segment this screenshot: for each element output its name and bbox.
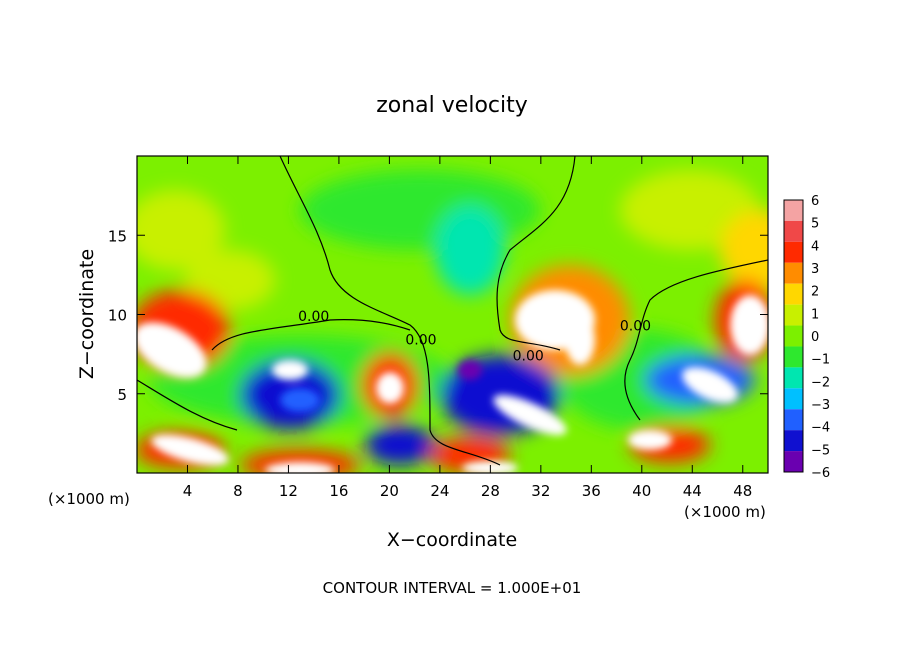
x-tick-label: 12	[279, 482, 298, 500]
colorbar-swatch	[784, 388, 803, 410]
colorbar-label: −5	[811, 443, 830, 458]
x-tick-label: 28	[481, 482, 500, 500]
contour-label: 0.00	[620, 318, 651, 334]
colorbar-swatch	[784, 220, 803, 242]
x-tick-label: 48	[733, 482, 752, 500]
contour-labels: 0.00 0.00 0.00 0.00	[298, 309, 651, 365]
colorbar-label: −4	[811, 421, 830, 436]
colorbar-swatch	[784, 451, 803, 472]
chart-title: zonal velocity	[376, 93, 528, 118]
y-tick-label: 10	[108, 307, 127, 325]
y-axis-label: Z−coordinate	[76, 249, 98, 379]
colorbar-label: 4	[811, 239, 819, 254]
colorbar: 6 5 4 3 2 1 0 −1 −2 −3 −4 −5 −6	[783, 194, 830, 481]
x-tick-label: 32	[531, 482, 550, 500]
x-tick-label: 16	[329, 482, 348, 500]
colorbar-swatch	[784, 262, 803, 284]
colorbar-label: −1	[811, 353, 830, 368]
colorbar-label: 3	[811, 262, 819, 277]
colorbar-swatch	[784, 367, 803, 389]
colorbar-swatch	[784, 325, 803, 347]
colorbar-swatch	[784, 409, 803, 431]
colorbar-swatch	[784, 304, 803, 326]
x-tick-label: 24	[430, 482, 449, 500]
colorbar-swatch	[784, 346, 803, 368]
colorbar-label: −3	[811, 398, 830, 413]
contour-interval-note: CONTOUR INTERVAL = 1.000E+01	[323, 579, 582, 597]
contour-label: 0.00	[405, 333, 436, 349]
colorbar-label: −6	[811, 466, 830, 481]
y-tick-label: 5	[117, 386, 127, 404]
colorbar-swatch	[784, 200, 803, 221]
x-tick-label: 44	[683, 482, 702, 500]
colorbar-swatch	[784, 283, 803, 305]
x-axis: 4 8 12 16 20 24 28 32 36 40 44 48	[183, 156, 752, 500]
colorbar-label: 6	[811, 194, 819, 209]
x-tick-label: 40	[632, 482, 651, 500]
contour-label: 0.00	[513, 348, 544, 364]
x-unit-left: (×1000 m)	[48, 490, 130, 508]
colorbar-label: 5	[811, 217, 819, 232]
colorbar-label: 1	[811, 307, 819, 322]
contour-label: 0.00	[298, 309, 329, 325]
colorbar-swatch	[784, 430, 803, 452]
y-tick-label: 15	[108, 227, 127, 245]
x-tick-label: 4	[183, 482, 193, 500]
colorbar-label: −2	[811, 375, 830, 390]
x-axis-label: X−coordinate	[387, 529, 517, 551]
x-unit-right: (×1000 m)	[684, 503, 766, 521]
colorbar-label: 2	[811, 285, 819, 300]
y-axis: 5 10 15	[108, 227, 768, 404]
x-tick-label: 36	[582, 482, 601, 500]
colorbar-label: 0	[811, 330, 819, 345]
colorbar-frame	[783, 199, 804, 473]
x-tick-label: 20	[380, 482, 399, 500]
colorbar-swatch	[784, 241, 803, 263]
x-tick-label: 8	[233, 482, 243, 500]
heatmap-field	[137, 156, 768, 473]
